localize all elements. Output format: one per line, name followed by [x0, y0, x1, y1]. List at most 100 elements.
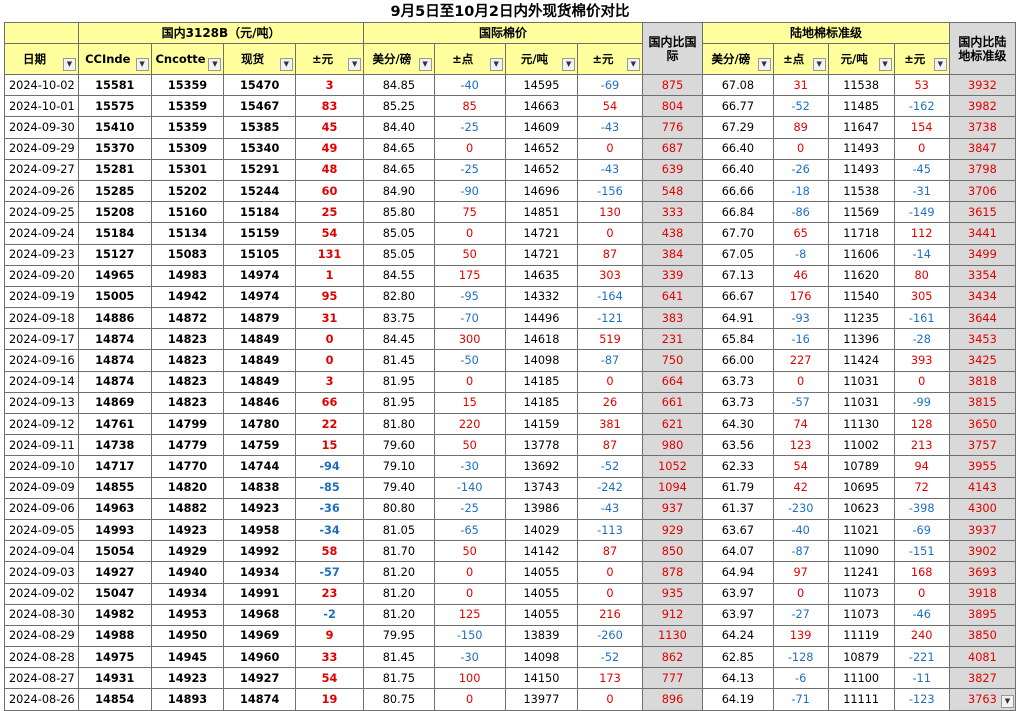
cell-chg-yuan-landed[interactable]: -99 [893, 391, 950, 415]
cell-chg-pt-landed[interactable]: -27 [772, 603, 829, 626]
cell-usd-lb-landed[interactable]: 66.77 [702, 95, 774, 118]
header-chg-pt-landed[interactable]: ±点 ▼ [772, 43, 829, 75]
cell-usd-lb-landed[interactable]: 67.29 [702, 116, 774, 139]
cell-cncotton[interactable]: 14923 [150, 518, 225, 542]
header-chg-yuan[interactable]: ±元 ▼ [294, 43, 365, 75]
dropdown-arrow-icon[interactable]: ▼ [489, 58, 503, 71]
header-ccindex[interactable]: CCInde ▼ [77, 43, 152, 75]
cell-yuan-ton[interactable]: 14055 [504, 582, 579, 605]
cell-yuan-ton[interactable]: 14185 [504, 391, 579, 415]
cell-usd-lb[interactable]: 85.25 [363, 95, 435, 118]
cell-spot[interactable]: 15467 [223, 95, 296, 118]
cell-usd-lb[interactable]: 82.80 [363, 285, 435, 309]
cell-ccindex[interactable]: 14855 [77, 476, 152, 499]
cell-chg-yuan-intl[interactable]: -113 [577, 518, 643, 542]
header-dom-vs-landed[interactable]: 国内比陆地标准级 ▼ [948, 22, 1016, 708]
cell-chg-pt[interactable]: -90 [433, 179, 506, 203]
cell-chg-pt[interactable]: 175 [433, 264, 506, 287]
cell-yuan-ton-landed[interactable]: 11538 [827, 73, 895, 97]
cell-dom-vs-landed[interactable]: 3895 [948, 603, 1016, 626]
cell-date[interactable]: 2024-09-18 [4, 307, 79, 330]
dropdown-arrow-icon[interactable]: ▼ [62, 58, 76, 71]
cell-ccindex[interactable]: 15410 [77, 116, 152, 139]
cell-ccindex[interactable]: 14738 [77, 434, 152, 457]
cell-ccindex[interactable]: 14927 [77, 561, 152, 584]
cell-chg-yuan-intl[interactable]: 87 [577, 434, 643, 457]
cell-chg-pt[interactable]: 15 [433, 391, 506, 415]
cell-date[interactable]: 2024-09-03 [4, 561, 79, 584]
cell-chg-yuan-intl[interactable]: -156 [577, 179, 643, 203]
cell-chg-pt-landed[interactable]: 176 [772, 285, 829, 309]
cell-date[interactable]: 2024-08-27 [4, 667, 79, 690]
cell-usd-lb-landed[interactable]: 61.37 [702, 497, 774, 520]
cell-ccindex[interactable]: 14988 [77, 624, 152, 648]
cell-ccindex[interactable]: 15581 [77, 73, 152, 97]
cell-cncotton[interactable]: 14882 [150, 497, 225, 520]
cell-chg-yuan[interactable]: 15 [294, 434, 365, 457]
cell-date[interactable]: 2024-09-13 [4, 391, 79, 415]
cell-usd-lb[interactable]: 84.40 [363, 116, 435, 139]
cell-chg-pt-landed[interactable]: -57 [772, 391, 829, 415]
cell-chg-pt[interactable]: 300 [433, 328, 506, 351]
cell-chg-pt[interactable]: -25 [433, 158, 506, 181]
cell-chg-yuan-intl[interactable]: 216 [577, 603, 643, 626]
cell-usd-lb-landed[interactable]: 63.73 [702, 370, 774, 393]
cell-usd-lb-landed[interactable]: 62.85 [702, 646, 774, 669]
cell-yuan-ton[interactable]: 14652 [504, 137, 579, 160]
cell-yuan-ton-landed[interactable]: 11718 [827, 222, 895, 245]
cell-chg-yuan-intl[interactable]: -69 [577, 73, 643, 97]
cell-ccindex[interactable]: 14854 [77, 688, 152, 711]
cell-chg-yuan-landed[interactable]: 112 [893, 222, 950, 245]
cell-date[interactable]: 2024-09-04 [4, 540, 79, 563]
cell-yuan-ton-landed[interactable]: 11493 [827, 137, 895, 160]
cell-chg-pt-landed[interactable]: -230 [772, 497, 829, 520]
cell-usd-lb[interactable]: 81.20 [363, 582, 435, 605]
cell-yuan-ton[interactable]: 14029 [504, 518, 579, 542]
cell-date[interactable]: 2024-09-30 [4, 116, 79, 139]
cell-dom-vs-intl[interactable]: 878 [641, 561, 704, 584]
cell-ccindex[interactable]: 15208 [77, 201, 152, 224]
cell-chg-yuan[interactable]: 23 [294, 582, 365, 605]
cell-cncotton[interactable]: 14823 [150, 349, 225, 372]
cell-chg-yuan-landed[interactable]: 305 [893, 285, 950, 309]
cell-dom-vs-intl[interactable]: 804 [641, 95, 704, 118]
header-yuan-ton-landed[interactable]: 元/吨 ▼ [827, 43, 895, 75]
cell-chg-yuan-landed[interactable]: 393 [893, 349, 950, 372]
cell-chg-yuan[interactable]: -2 [294, 603, 365, 626]
cell-chg-pt-landed[interactable]: -18 [772, 179, 829, 203]
cell-chg-pt-landed[interactable]: -71 [772, 688, 829, 711]
cell-cncotton[interactable]: 14983 [150, 264, 225, 287]
cell-chg-yuan-landed[interactable]: -149 [893, 201, 950, 224]
cell-spot[interactable]: 15470 [223, 73, 296, 97]
cell-ccindex[interactable]: 15370 [77, 137, 152, 160]
cell-spot[interactable]: 14968 [223, 603, 296, 626]
cell-chg-pt-landed[interactable]: 89 [772, 116, 829, 139]
cell-dom-vs-intl[interactable]: 875 [641, 73, 704, 97]
cell-yuan-ton-landed[interactable]: 11241 [827, 561, 895, 584]
cell-date[interactable]: 2024-09-25 [4, 201, 79, 224]
cell-yuan-ton-landed[interactable]: 10789 [827, 455, 895, 478]
cell-yuan-ton[interactable]: 14055 [504, 603, 579, 626]
cell-cncotton[interactable]: 14953 [150, 603, 225, 626]
cell-chg-pt-landed[interactable]: 74 [772, 412, 829, 436]
cell-usd-lb[interactable]: 81.45 [363, 349, 435, 372]
cell-spot[interactable]: 14849 [223, 349, 296, 372]
cell-chg-yuan[interactable]: 19 [294, 688, 365, 711]
cell-dom-vs-landed[interactable]: 3425 [948, 349, 1016, 372]
cell-dom-vs-intl[interactable]: 641 [641, 285, 704, 309]
cell-yuan-ton-landed[interactable]: 11620 [827, 264, 895, 287]
cell-usd-lb[interactable]: 81.70 [363, 540, 435, 563]
cell-date[interactable]: 2024-09-26 [4, 179, 79, 203]
cell-chg-yuan[interactable]: 48 [294, 158, 365, 181]
cell-chg-yuan-landed[interactable]: 240 [893, 624, 950, 648]
cell-chg-yuan[interactable]: 25 [294, 201, 365, 224]
cell-cncotton[interactable]: 14945 [150, 646, 225, 669]
cell-dom-vs-intl[interactable]: 661 [641, 391, 704, 415]
cell-dom-vs-landed[interactable]: 3615 [948, 201, 1016, 224]
cell-chg-pt-landed[interactable]: 31 [772, 73, 829, 97]
cell-cncotton[interactable]: 14940 [150, 561, 225, 584]
cell-yuan-ton[interactable]: 14721 [504, 243, 579, 266]
cell-dom-vs-intl[interactable]: 384 [641, 243, 704, 266]
dropdown-arrow-icon[interactable]: ▼ [418, 58, 432, 71]
cell-chg-yuan[interactable]: -34 [294, 518, 365, 542]
